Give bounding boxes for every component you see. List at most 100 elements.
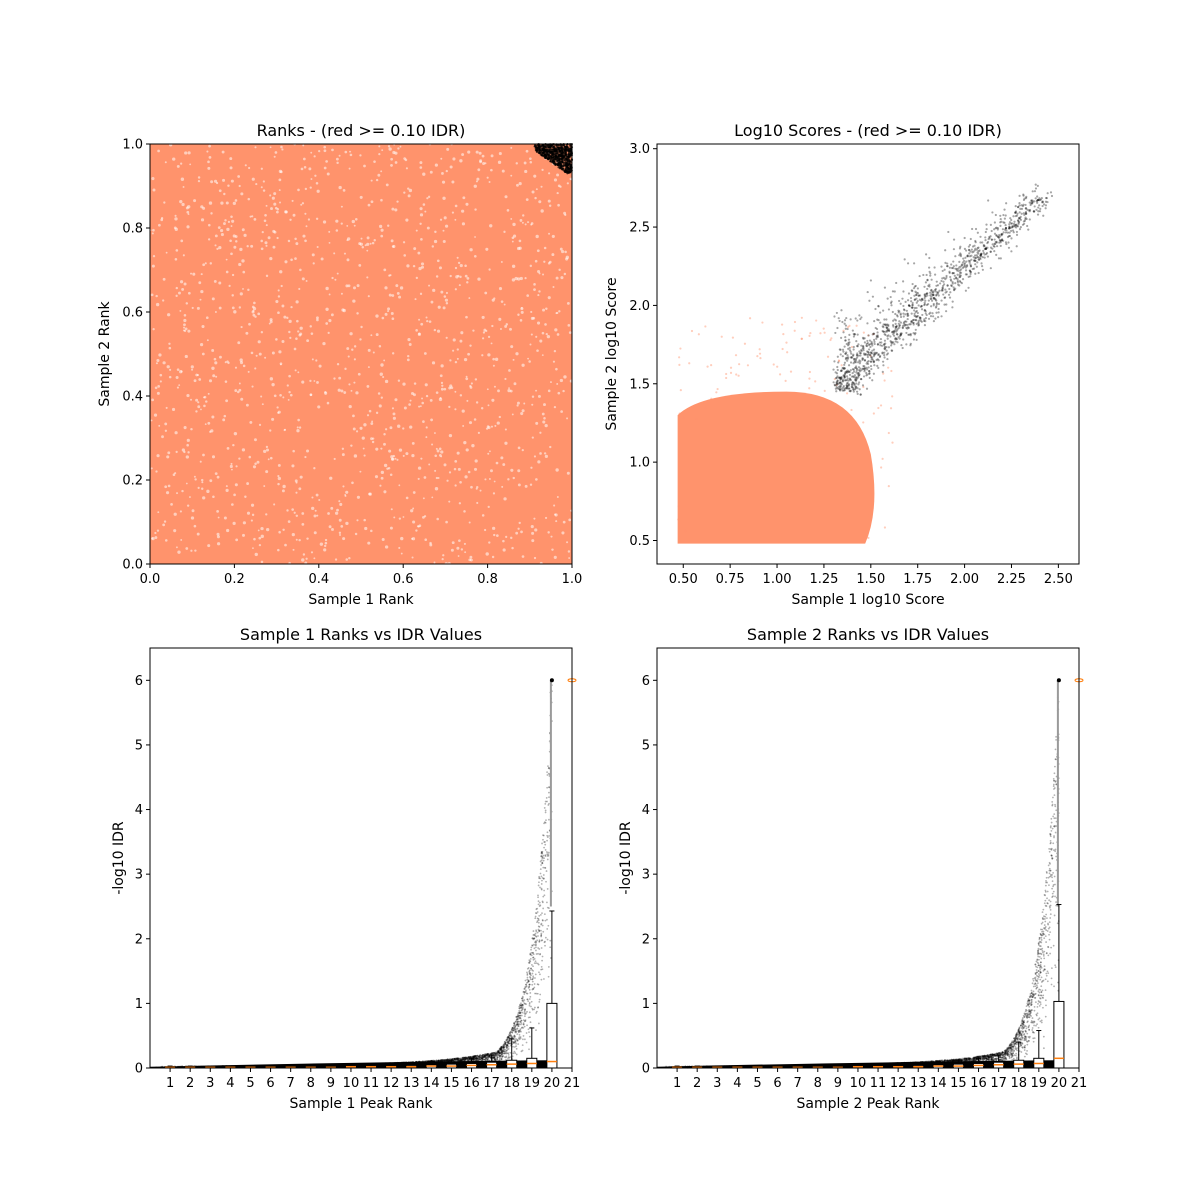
scores-black-point	[912, 287, 916, 290]
ranks-point-gap	[186, 504, 190, 507]
scores-black-point	[853, 383, 856, 387]
scores-black-point	[937, 294, 940, 297]
scores-black-point	[860, 348, 863, 352]
ranks-point-gap	[451, 180, 455, 184]
ranks-point-gap	[230, 462, 233, 465]
ranks-point-gap	[297, 330, 300, 333]
scores-red-point	[761, 321, 764, 324]
ranks-point-gap	[216, 532, 220, 536]
ranks-point-gap	[369, 242, 372, 245]
ranks-point-gap	[463, 510, 466, 513]
ranks-point-gap	[359, 338, 362, 341]
scores-black-point	[846, 354, 849, 357]
ranks-point-gap	[527, 357, 529, 360]
ranks-point-gap	[390, 457, 394, 461]
ranks-point-gap	[322, 341, 326, 346]
scores-black-point	[955, 269, 959, 272]
ranks-point-gap	[325, 160, 328, 163]
scores-black-point	[839, 389, 842, 392]
ranks-point-gap	[403, 254, 406, 257]
scores-black-point	[1007, 241, 1010, 244]
scores-black-point	[856, 372, 859, 375]
ranks-point-gap	[436, 259, 440, 263]
scores-black-point	[832, 368, 835, 371]
ranks-point-gap	[183, 426, 187, 430]
idr-point	[536, 921, 538, 924]
ranks-point-gap	[342, 485, 345, 488]
ranks-point-gap	[440, 157, 443, 160]
scores-black-point	[887, 308, 891, 311]
ranks-point-gap	[429, 170, 433, 174]
ranks-point-gap	[498, 152, 502, 156]
scores-black-point	[870, 367, 873, 371]
ranks-point-gap	[533, 517, 536, 520]
ranks-point-gap	[226, 528, 230, 533]
scores-black-point	[867, 334, 870, 337]
ranks-point-gap	[265, 244, 268, 247]
scores-black-point	[852, 354, 855, 357]
ranks-point-gap	[198, 378, 202, 381]
scores-red-point	[872, 412, 875, 415]
ranks-point-gap	[269, 456, 273, 460]
x-tick-label: 2.50	[1044, 572, 1073, 587]
scores-black-point	[847, 341, 850, 344]
ranks-point-gap	[415, 229, 418, 232]
ranks-point-gap	[559, 247, 563, 251]
ranks-point-gap	[489, 450, 491, 453]
ranks-black-point	[553, 152, 556, 155]
ranks-point-gap	[479, 160, 482, 164]
ranks-point-gap	[313, 514, 317, 518]
ranks-point-gap	[460, 331, 464, 335]
ranks-point-gap	[273, 192, 277, 196]
scores-red-point	[748, 317, 752, 320]
scores-black-point	[889, 301, 893, 305]
ranks-point-gap	[454, 390, 457, 393]
ranks-point-gap	[514, 276, 518, 281]
ranks-point-gap	[394, 151, 398, 155]
scores-black-point	[838, 376, 842, 379]
ranks-point-gap	[478, 151, 482, 155]
scores-black-point	[871, 358, 874, 361]
scores-black-point	[897, 322, 900, 325]
scores-black-point	[903, 321, 906, 324]
scores-black-point	[928, 312, 931, 315]
scores-black-point	[902, 312, 905, 315]
scores-black-point	[915, 297, 918, 300]
ranks-point-gap	[273, 503, 276, 506]
scores-black-point	[843, 387, 846, 390]
ranks-point-gap	[509, 389, 513, 393]
y-tick-label: 3.0	[629, 142, 650, 157]
ranks-point-gap	[338, 185, 342, 190]
ranks-panel: Ranks - (red >= 0.10 IDR) 0.0 0.2 0.4 0.6 0.…	[97, 121, 582, 608]
ranks-point-gap	[225, 201, 229, 205]
ranks-point-gap	[222, 178, 226, 182]
scores-black-point	[998, 233, 1001, 237]
scores-black-point	[929, 297, 932, 300]
ranks-point-gap	[221, 150, 225, 154]
ranks-point-gap	[218, 306, 222, 310]
ranks-point-gap	[296, 426, 299, 429]
ranks-point-gap	[254, 462, 257, 466]
scores-black-point	[1044, 204, 1048, 207]
idr-point	[523, 1015, 526, 1018]
ranks-point-gap	[225, 488, 229, 492]
ranks-point-gap	[224, 380, 228, 383]
ranks-point-gap	[211, 366, 215, 370]
scores-black-point	[923, 303, 926, 306]
ranks-point-gap	[328, 293, 331, 296]
scores-black-point	[839, 382, 843, 385]
ranks-point-gap	[301, 512, 305, 515]
ranks-point-gap	[544, 423, 548, 428]
idr-point	[500, 1058, 503, 1061]
ranks-point-gap	[463, 357, 468, 362]
idr-point	[534, 977, 536, 979]
scores-black-point	[855, 366, 858, 370]
ranks-point-gap	[410, 509, 414, 513]
scores-black-point	[869, 279, 873, 282]
scores-black-point	[872, 332, 876, 335]
ranks-point-gap	[164, 485, 168, 489]
ranks-point-gap	[297, 371, 300, 374]
ranks-point-gap	[529, 264, 533, 268]
ranks-black-point	[541, 149, 544, 152]
